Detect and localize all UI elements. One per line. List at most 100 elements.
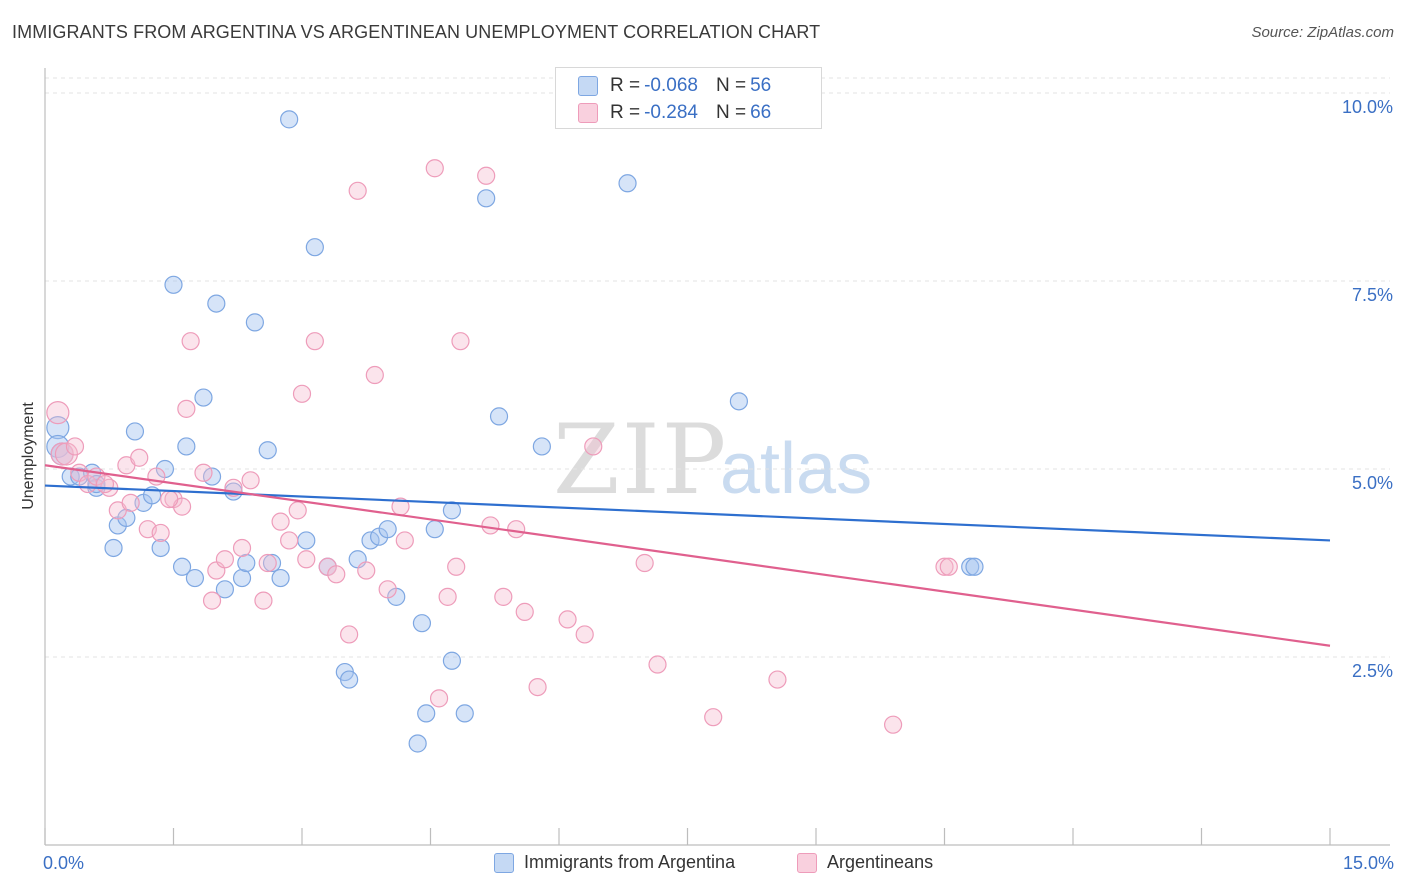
- point-argentineans: [447, 557, 466, 576]
- chart-title: IMMIGRANTS FROM ARGENTINA VS ARGENTINEAN…: [12, 22, 821, 42]
- point-immigrants: [232, 568, 252, 588]
- point-immigrants: [425, 520, 444, 539]
- point-immigrants: [442, 501, 462, 520]
- point-argentineans: [160, 489, 179, 509]
- blue-swatch-icon: [578, 76, 598, 96]
- y-tick-label: 5.0%: [1352, 473, 1393, 493]
- r-value: -0.068: [644, 75, 698, 96]
- point-argentineans: [348, 181, 367, 200]
- y-axis-label: Unemployment: [20, 402, 37, 510]
- point-argentineans: [425, 159, 444, 178]
- point-immigrants: [177, 437, 196, 456]
- point-argentineans: [704, 708, 723, 727]
- point-argentineans: [254, 591, 273, 610]
- blue-swatch-icon: [494, 852, 514, 873]
- tick-labels: 2.5% 5.0% 7.5% 10.0% 0.0% 15.0%: [43, 97, 1394, 873]
- point-immigrants: [104, 538, 123, 558]
- y-tick-label: 2.5%: [1352, 661, 1393, 681]
- point-argentineans: [46, 401, 70, 425]
- point-argentineans: [130, 448, 149, 467]
- point-immigrants: [417, 704, 436, 723]
- legend-label-immigrants: Immigrants from Argentina: [524, 852, 736, 872]
- source-label: Source: ZipAtlas.com: [1251, 24, 1394, 41]
- point-immigrants: [618, 174, 637, 193]
- n-label: N =: [715, 75, 747, 96]
- point-argentineans: [935, 557, 954, 576]
- point-argentineans: [528, 677, 547, 697]
- point-immigrants: [172, 557, 192, 576]
- point-argentineans: [648, 655, 667, 674]
- pink-swatch-icon: [578, 103, 598, 123]
- n-value: 66: [750, 102, 772, 123]
- r-label: R =: [610, 102, 641, 123]
- watermark-zip: ZIP: [553, 404, 729, 516]
- point-immigrants: [125, 422, 145, 441]
- point-immigrants: [215, 580, 234, 599]
- point-argentineans: [241, 471, 260, 490]
- legend-label-argentineans: Argentineans: [827, 852, 934, 872]
- point-immigrants: [532, 437, 551, 456]
- point-immigrants: [245, 313, 264, 332]
- point-argentineans: [54, 442, 79, 466]
- point-argentineans: [215, 550, 234, 569]
- point-argentineans: [451, 332, 470, 351]
- point-argentineans: [507, 520, 526, 539]
- stats-row-immigrants: R = -0.068 N = 56: [578, 73, 771, 99]
- point-immigrants: [412, 614, 432, 633]
- point-immigrants: [965, 557, 984, 576]
- point-argentineans: [395, 531, 414, 550]
- point-argentineans: [575, 625, 594, 644]
- point-argentineans: [271, 512, 290, 531]
- point-argentineans: [477, 166, 496, 185]
- point-immigrants: [305, 238, 324, 257]
- point-argentineans: [768, 670, 787, 689]
- point-immigrants: [164, 275, 183, 294]
- axes: [44, 68, 1390, 846]
- stats-row-argentineans: R = -0.284 N = 66: [578, 100, 771, 126]
- point-argentineans: [327, 565, 346, 584]
- point-argentineans: [177, 399, 196, 418]
- n-value: 56: [750, 75, 772, 96]
- point-argentineans: [65, 437, 85, 456]
- point-argentineans: [121, 493, 140, 512]
- point-argentineans: [635, 553, 654, 573]
- point-immigrants: [477, 189, 496, 208]
- point-argentineans: [305, 332, 324, 351]
- point-immigrants: [194, 388, 213, 407]
- point-immigrants: [408, 734, 427, 753]
- point-immigrants: [258, 441, 277, 460]
- point-immigrants: [185, 568, 205, 588]
- r-value: -0.284: [644, 102, 698, 123]
- point-argentineans: [438, 587, 457, 606]
- point-immigrants: [207, 294, 226, 313]
- point-argentineans: [584, 437, 603, 456]
- x-tick-label: 15.0%: [1343, 853, 1394, 873]
- legend-item-argentineans[interactable]: Argentineans: [797, 852, 933, 873]
- y-tick-label: 7.5%: [1352, 285, 1393, 305]
- point-argentineans: [95, 474, 115, 494]
- point-argentineans: [202, 591, 222, 610]
- point-argentineans: [939, 557, 958, 576]
- point-immigrants: [489, 407, 509, 426]
- r-label: R =: [610, 75, 641, 96]
- point-argentineans: [194, 463, 213, 482]
- point-argentineans: [288, 501, 307, 520]
- point-immigrants: [455, 704, 474, 723]
- stats-legend: R = -0.068 N = 56 R = -0.284 N = 66: [555, 67, 822, 129]
- point-immigrants: [297, 531, 316, 550]
- point-argentineans: [365, 365, 384, 385]
- point-argentineans: [378, 580, 397, 599]
- legend-item-immigrants[interactable]: Immigrants from Argentina: [494, 852, 735, 873]
- point-immigrants: [262, 553, 282, 573]
- point-immigrants: [729, 392, 749, 411]
- point-argentineans: [340, 625, 359, 644]
- point-argentineans: [494, 587, 513, 606]
- n-label: N =: [715, 102, 747, 123]
- point-immigrants: [442, 651, 462, 670]
- point-argentineans: [883, 715, 903, 734]
- y-tick-label: 10.0%: [1342, 97, 1393, 117]
- point-argentineans: [258, 553, 277, 573]
- point-argentineans: [558, 610, 577, 629]
- point-immigrants: [961, 557, 980, 576]
